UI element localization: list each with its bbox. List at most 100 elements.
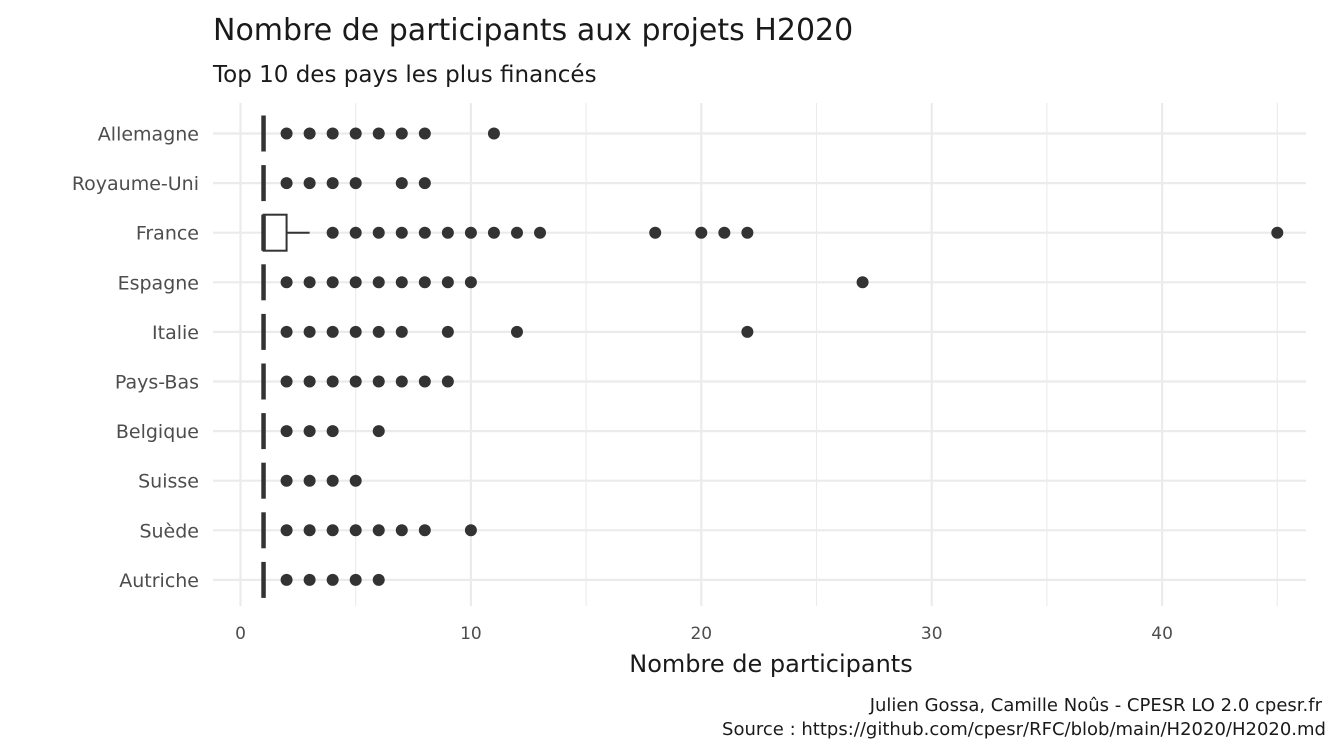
outlier-points <box>280 127 1284 586</box>
outlier-point <box>349 573 362 586</box>
outlier-point <box>303 474 316 487</box>
outlier-point <box>464 524 477 537</box>
outlier-point <box>395 325 408 338</box>
x-tick-label: 20 <box>690 624 712 644</box>
outlier-point <box>372 127 385 140</box>
outlier-point <box>418 524 431 537</box>
outlier-point <box>303 127 316 140</box>
x-tick-label: 10 <box>460 624 482 644</box>
outlier-point <box>303 276 316 289</box>
outlier-point <box>349 524 362 537</box>
outlier-point <box>349 474 362 487</box>
outlier-point <box>510 325 523 338</box>
outlier-point <box>464 276 477 289</box>
outlier-point <box>326 524 339 537</box>
outlier-point <box>349 127 362 140</box>
outlier-point <box>372 226 385 239</box>
outlier-point <box>395 226 408 239</box>
caption-source: Source : https://github.com/cpesr/RFC/bl… <box>722 719 1326 740</box>
y-tick-label: Pays-Bas <box>115 372 199 394</box>
outlier-point <box>326 474 339 487</box>
outlier-point <box>441 276 454 289</box>
outlier-point <box>280 425 293 438</box>
outlier-point <box>326 325 339 338</box>
outlier-point <box>280 524 293 537</box>
outlier-point <box>280 474 293 487</box>
outlier-point <box>349 177 362 190</box>
outlier-point <box>280 573 293 586</box>
outlier-point <box>372 573 385 586</box>
outlier-point <box>280 276 293 289</box>
y-tick-label: Italie <box>152 322 199 344</box>
outlier-point <box>395 177 408 190</box>
caption-credits: Julien Gossa, Camille Noûs - CPESR LO 2.… <box>869 695 1323 716</box>
outlier-point <box>718 226 731 239</box>
outlier-point <box>695 226 708 239</box>
outlier-point <box>856 276 869 289</box>
outlier-point <box>372 276 385 289</box>
outlier-point <box>326 425 339 438</box>
outlier-point <box>487 127 500 140</box>
outlier-point <box>372 425 385 438</box>
outlier-point <box>441 375 454 388</box>
outlier-point <box>280 177 293 190</box>
x-axis-labels: 0 10 20 30 40 <box>235 624 1173 644</box>
outlier-point <box>1271 226 1284 239</box>
outlier-point <box>303 325 316 338</box>
outlier-point <box>303 177 316 190</box>
y-tick-label: Suède <box>139 520 199 542</box>
outlier-point <box>487 226 500 239</box>
outlier-point <box>326 127 339 140</box>
outlier-point <box>349 226 362 239</box>
outlier-point <box>418 127 431 140</box>
outlier-point <box>418 226 431 239</box>
outlier-point <box>418 177 431 190</box>
x-tick-label: 30 <box>921 624 943 644</box>
outlier-point <box>395 276 408 289</box>
outlier-point <box>441 226 454 239</box>
outlier-point <box>280 375 293 388</box>
outlier-point <box>395 375 408 388</box>
x-axis-title: Nombre de participants <box>629 650 912 678</box>
chart-title: Nombre de participants aux projets H2020 <box>213 13 853 48</box>
outlier-point <box>303 425 316 438</box>
outlier-point <box>303 375 316 388</box>
outlier-point <box>372 375 385 388</box>
y-tick-label: France <box>136 223 199 245</box>
outlier-point <box>418 276 431 289</box>
y-tick-label: Autriche <box>119 570 199 592</box>
y-tick-label: Suisse <box>138 471 199 493</box>
outlier-point <box>510 226 523 239</box>
outlier-point <box>372 325 385 338</box>
outlier-point <box>441 325 454 338</box>
x-tick-label: 40 <box>1151 624 1173 644</box>
outlier-point <box>349 375 362 388</box>
outlier-point <box>326 276 339 289</box>
outlier-point <box>418 375 431 388</box>
outlier-point <box>395 127 408 140</box>
y-tick-label: Royaume-Uni <box>72 173 199 195</box>
chart-subtitle: Top 10 des pays les plus financés <box>212 62 597 88</box>
box-iqr <box>262 213 288 252</box>
outlier-point <box>395 524 408 537</box>
box-group <box>261 115 310 598</box>
outlier-point <box>280 127 293 140</box>
outlier-point <box>326 573 339 586</box>
outlier-point <box>741 325 754 338</box>
y-axis-labels: Allemagne Royaume-Uni France Espagne Italie P… <box>72 124 199 592</box>
x-tick-label: 0 <box>235 624 246 644</box>
outlier-point <box>326 177 339 190</box>
outlier-point <box>326 226 339 239</box>
outlier-point <box>349 276 362 289</box>
y-tick-label: Belgique <box>116 421 199 443</box>
outlier-point <box>326 375 339 388</box>
outlier-point <box>372 524 385 537</box>
outlier-point <box>464 226 477 239</box>
outlier-point <box>534 226 547 239</box>
outlier-point <box>280 325 293 338</box>
y-tick-label: Espagne <box>118 272 199 294</box>
outlier-point <box>303 524 316 537</box>
y-tick-label: Allemagne <box>98 124 199 146</box>
grid-lines <box>213 103 1306 606</box>
